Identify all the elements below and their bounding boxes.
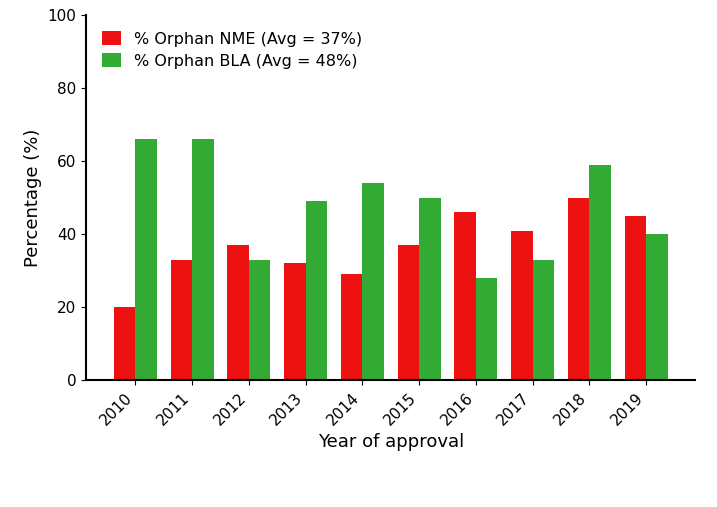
Bar <box>114 307 136 380</box>
Bar <box>171 260 192 380</box>
X-axis label: Year of approval: Year of approval <box>318 433 464 451</box>
Bar <box>533 260 554 380</box>
Bar <box>419 198 441 380</box>
Bar <box>341 274 362 380</box>
Bar <box>476 278 498 380</box>
Bar <box>192 139 214 380</box>
Legend: % Orphan NME (Avg = 37%), % Orphan BLA (Avg = 48%): % Orphan NME (Avg = 37%), % Orphan BLA (… <box>94 23 370 77</box>
Bar <box>455 212 476 380</box>
Bar <box>646 234 668 380</box>
Bar <box>227 245 249 380</box>
Bar <box>589 165 611 380</box>
Bar <box>568 198 589 380</box>
Bar <box>398 245 419 380</box>
Bar <box>249 260 270 380</box>
Bar <box>305 201 327 380</box>
Y-axis label: Percentage (%): Percentage (%) <box>24 129 42 267</box>
Bar <box>362 183 384 380</box>
Bar <box>284 264 305 380</box>
Bar <box>136 139 157 380</box>
Bar <box>625 216 646 380</box>
Bar <box>511 231 533 380</box>
